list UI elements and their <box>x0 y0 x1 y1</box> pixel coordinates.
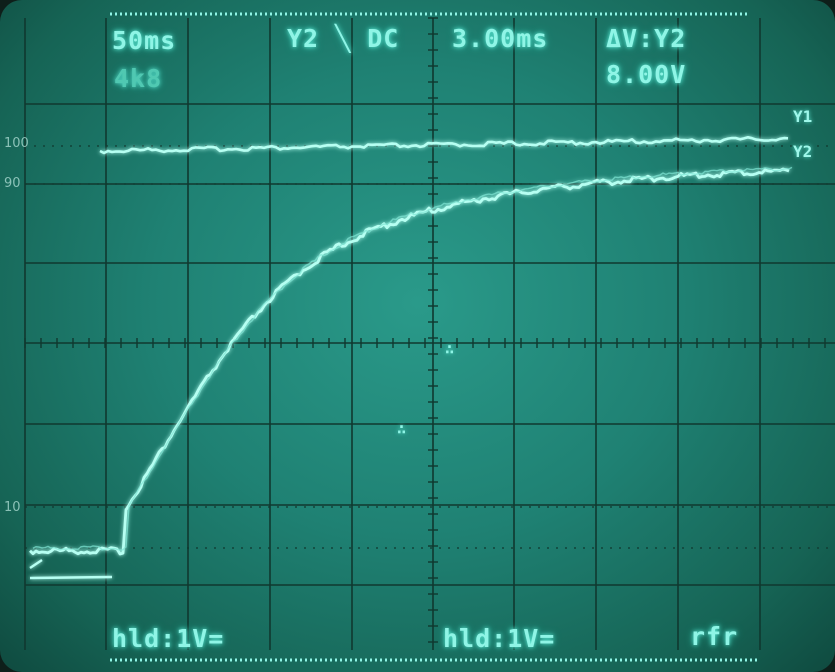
timebase-readout: 50ms <box>112 26 177 55</box>
trigger-readout: Y2 ╲ DC <box>287 24 400 53</box>
cursor-marker-lower: ∴ <box>397 420 407 438</box>
trace-baseline <box>29 559 113 580</box>
delta-label-readout: ΔV:Y2 <box>606 24 687 53</box>
graticule-dotted-borders <box>110 12 760 662</box>
cursor-time-readout: 3.00ms <box>452 24 549 53</box>
ch1-mode-readout: hld:1V= <box>112 624 225 653</box>
trace-y2-ghost <box>32 166 793 551</box>
ch2-mode-readout: hld:1V= <box>443 624 556 653</box>
trace-y1 <box>99 136 789 155</box>
sample-readout: 4k8 <box>114 64 163 93</box>
trace-label-y2: Y2 <box>793 142 813 161</box>
graticule-grid <box>24 17 835 650</box>
delta-value-readout: 8.00V <box>606 60 687 89</box>
trace-label-y1: Y1 <box>793 107 813 126</box>
refresh-readout: rfr <box>690 622 739 651</box>
scale-label-10: 10 <box>4 500 21 515</box>
scale-label-90: 90 <box>4 176 21 191</box>
trace-y2 <box>29 167 790 556</box>
scale-label-100: 100 <box>4 136 29 151</box>
cursor-marker-upper: ∴ <box>445 340 455 358</box>
